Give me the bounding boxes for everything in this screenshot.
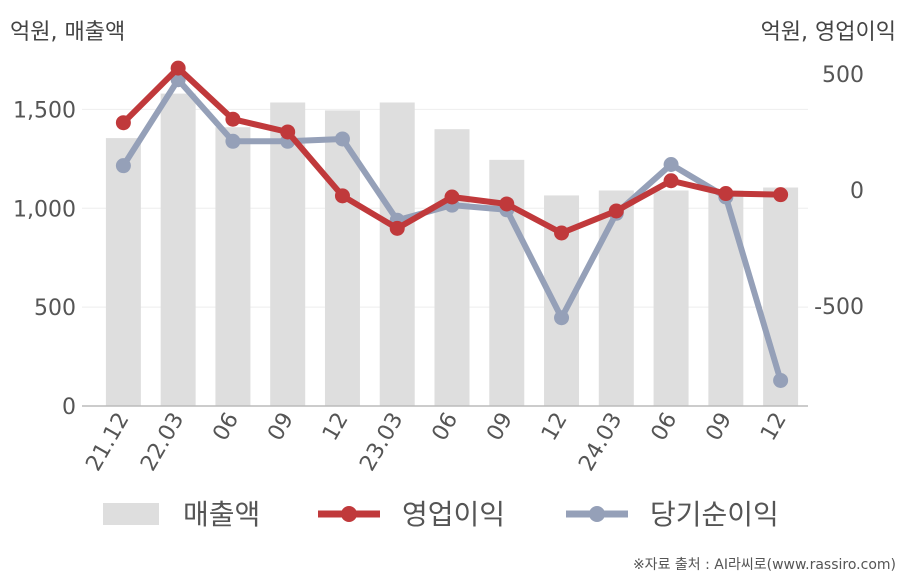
right-tick-label: -500	[814, 295, 864, 320]
x-tick-label: 09	[701, 409, 737, 446]
x-tick-label: 12	[537, 409, 573, 446]
source-credit: ※자료 출처 : AI라씨로(www.rassiro.com)	[632, 557, 896, 573]
legend-swatch-sales	[103, 503, 159, 525]
x-tick-label: 23.03	[355, 409, 408, 476]
left-tick-label: 500	[34, 296, 76, 321]
legend: 매출액 영업이익 당기순이익	[103, 498, 779, 531]
x-tick-label: 09	[482, 409, 518, 446]
bar-sales-11	[708, 190, 744, 406]
right-axis-ticks: 500 0 -500	[814, 63, 864, 320]
point-net-income-2	[225, 133, 241, 149]
left-tick-label: 0	[62, 395, 76, 420]
legend-label-operating-profit: 영업이익	[402, 498, 505, 531]
point-operating-profit-0	[115, 115, 131, 131]
x-tick-label: 06	[208, 409, 244, 446]
x-tick-label: 21.12	[81, 409, 134, 476]
left-tick-label: 1,000	[13, 197, 76, 222]
point-operating-profit-2	[225, 111, 241, 127]
bar-sales-12	[763, 187, 799, 406]
legend-label-sales: 매출액	[183, 498, 260, 531]
point-net-income-12	[773, 372, 789, 388]
point-net-income-10	[663, 156, 679, 172]
point-operating-profit-8	[554, 225, 570, 241]
x-tick-label: 09	[263, 409, 299, 446]
bar-sales-1	[160, 93, 196, 407]
point-operating-profit-1	[170, 60, 186, 76]
legend-marker-operating-profit	[341, 506, 357, 522]
bar-sales-5	[379, 102, 415, 406]
point-operating-profit-3	[280, 124, 296, 140]
bar-sales-6	[434, 129, 470, 406]
bar-sales-10	[653, 190, 689, 406]
x-axis-ticks: 21.12 22.03 06 09 12 23.03 06 09 12 24.03 06 09 12	[81, 409, 791, 476]
right-tick-label: 0	[850, 179, 864, 204]
point-operating-profit-12	[773, 187, 789, 203]
point-net-income-8	[554, 310, 570, 326]
right-axis-unit-label: 억원, 영업이익	[760, 20, 896, 45]
legend-marker-net-income	[589, 506, 605, 522]
x-tick-label: 12	[756, 409, 792, 446]
point-operating-profit-4	[334, 188, 350, 204]
bar-sales-2	[215, 127, 251, 407]
bar-sales-3	[270, 102, 306, 406]
point-operating-profit-7	[499, 196, 515, 212]
bar-sales-0	[105, 138, 141, 406]
x-tick-label: 24.03	[574, 409, 627, 476]
bar-sales-9	[598, 190, 634, 406]
left-axis-unit-label: 억원, 매출액	[10, 20, 126, 45]
point-operating-profit-5	[389, 220, 405, 236]
point-operating-profit-9	[608, 203, 624, 219]
legend-label-net-income: 당기순이익	[650, 498, 779, 531]
x-tick-label: 22.03	[136, 409, 189, 476]
point-operating-profit-10	[663, 173, 679, 189]
point-net-income-0	[115, 158, 131, 174]
point-operating-profit-11	[718, 186, 734, 202]
x-tick-label: 06	[428, 409, 464, 446]
x-tick-label: 12	[318, 409, 354, 446]
bars-sales	[105, 93, 799, 407]
right-tick-label: 500	[822, 63, 864, 88]
point-net-income-4	[334, 131, 350, 147]
left-axis-ticks: 0 500 1,000 1,500	[13, 98, 76, 420]
x-tick-label: 06	[647, 409, 683, 446]
line-series	[115, 60, 789, 388]
point-operating-profit-6	[444, 189, 460, 205]
left-tick-label: 1,500	[13, 98, 76, 123]
